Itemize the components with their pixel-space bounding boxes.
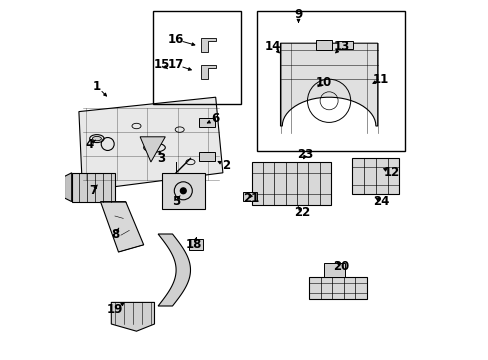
Text: 6: 6 bbox=[211, 112, 220, 125]
Text: 23: 23 bbox=[297, 148, 313, 161]
Text: 20: 20 bbox=[333, 260, 349, 273]
Text: 8: 8 bbox=[111, 228, 119, 240]
Text: 18: 18 bbox=[185, 238, 202, 251]
Ellipse shape bbox=[92, 136, 101, 141]
Text: 2: 2 bbox=[222, 159, 230, 172]
Text: 12: 12 bbox=[383, 166, 399, 179]
Text: 10: 10 bbox=[315, 76, 331, 89]
Bar bbox=[152, 11, 241, 104]
Bar bbox=[199, 118, 214, 127]
Text: 14: 14 bbox=[264, 40, 281, 53]
Text: 5: 5 bbox=[172, 195, 180, 208]
Polygon shape bbox=[201, 38, 215, 52]
Text: 24: 24 bbox=[372, 195, 388, 208]
Circle shape bbox=[180, 188, 186, 194]
Text: 21: 21 bbox=[243, 192, 259, 204]
Text: 13: 13 bbox=[333, 40, 349, 53]
Text: 7: 7 bbox=[89, 184, 97, 197]
Polygon shape bbox=[280, 43, 377, 126]
Text: 22: 22 bbox=[293, 206, 309, 219]
Text: 17: 17 bbox=[168, 58, 184, 71]
Polygon shape bbox=[79, 97, 223, 191]
Polygon shape bbox=[158, 234, 190, 306]
Polygon shape bbox=[201, 65, 215, 79]
Bar bbox=[199, 152, 214, 161]
Text: 11: 11 bbox=[372, 73, 388, 86]
Polygon shape bbox=[111, 302, 154, 331]
Text: 4: 4 bbox=[85, 138, 94, 150]
Polygon shape bbox=[140, 137, 165, 162]
Polygon shape bbox=[72, 173, 115, 202]
Bar bbox=[315, 40, 331, 50]
Text: 9: 9 bbox=[294, 8, 302, 21]
Text: 15: 15 bbox=[153, 58, 169, 71]
Bar bbox=[242, 192, 257, 201]
Text: 16: 16 bbox=[167, 33, 184, 46]
Bar bbox=[323, 263, 345, 277]
Bar bbox=[309, 277, 366, 299]
Bar bbox=[251, 162, 330, 205]
Bar bbox=[162, 173, 204, 209]
Text: 3: 3 bbox=[157, 152, 165, 165]
Text: 19: 19 bbox=[106, 303, 123, 316]
Bar bbox=[188, 239, 203, 250]
Bar bbox=[352, 158, 399, 194]
Bar bbox=[257, 11, 404, 151]
Bar bbox=[337, 41, 352, 49]
Polygon shape bbox=[101, 202, 143, 252]
Text: 1: 1 bbox=[93, 80, 101, 93]
Polygon shape bbox=[64, 173, 72, 202]
